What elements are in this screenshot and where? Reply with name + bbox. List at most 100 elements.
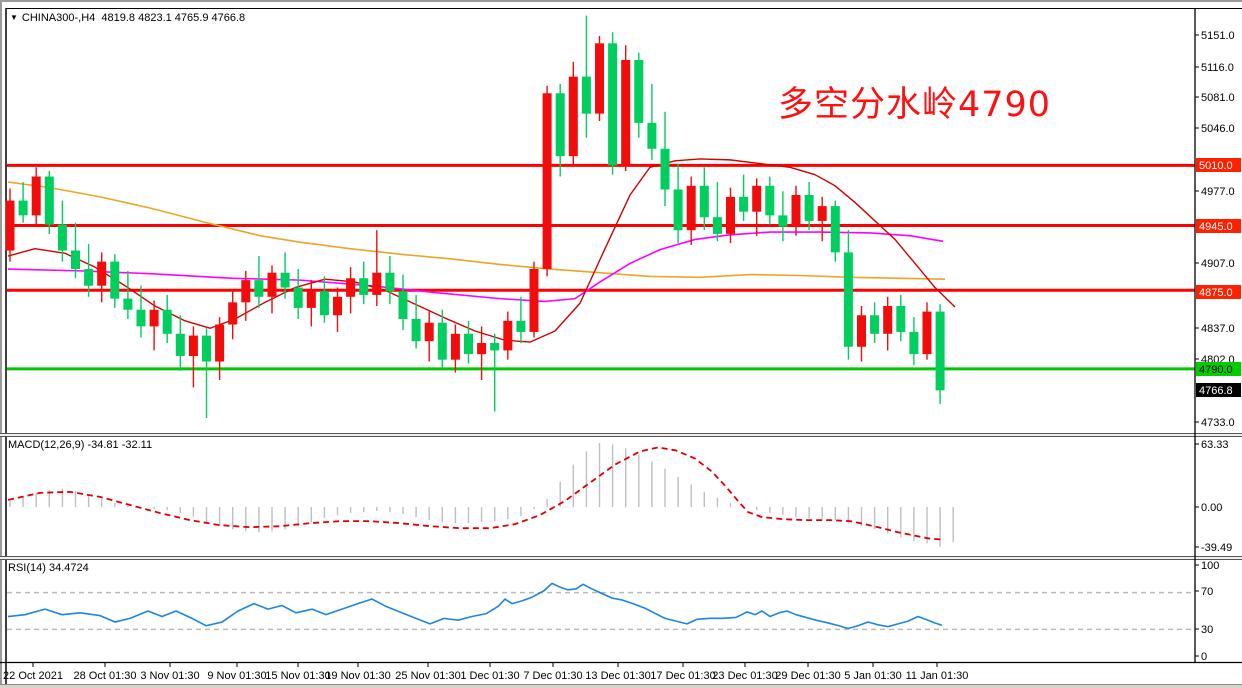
svg-text:5046.0: 5046.0 — [1201, 123, 1235, 135]
ma-fast-line — [7, 158, 956, 343]
rsi-line — [7, 582, 943, 630]
svg-text:17 Dec 01:30: 17 Dec 01:30 — [650, 670, 715, 682]
svg-text:0.00: 0.00 — [1201, 502, 1222, 514]
candle-down — [162, 294, 172, 344]
svg-text:23 Dec 01:30: 23 Dec 01:30 — [712, 670, 777, 682]
candle-up — [149, 300, 159, 351]
svg-text:19 Nov 01:30: 19 Nov 01:30 — [325, 670, 390, 682]
support-resistance-lines[interactable] — [7, 163, 1195, 371]
candle-down — [909, 317, 919, 366]
candle-down — [110, 254, 120, 308]
candle-down — [280, 252, 290, 299]
candle-down — [437, 309, 447, 369]
candle-down — [464, 320, 473, 364]
candle-down — [84, 244, 94, 297]
candle-down — [516, 296, 526, 344]
candle-down — [293, 269, 303, 319]
candle-down — [359, 261, 369, 305]
price-line-label-4790.0: 4790.0 — [1196, 362, 1241, 376]
candle-down — [44, 170, 54, 234]
candle-up — [424, 311, 434, 362]
candle-down — [870, 302, 880, 344]
candle-down — [647, 84, 657, 160]
svg-text:5151.0: 5151.0 — [1201, 30, 1235, 42]
candle-down — [608, 32, 618, 175]
svg-text:29 Dec 01:30: 29 Dec 01:30 — [775, 670, 840, 682]
panel-dividers[interactable] — [0, 433, 1242, 688]
candle-down — [136, 285, 146, 338]
collapse-indicator-icon[interactable]: ▼ — [10, 13, 18, 22]
candle-down — [123, 270, 133, 319]
svg-text:5010.0: 5010.0 — [1199, 160, 1233, 172]
watershed-annotation-text[interactable]: 多空分水岭4790 — [778, 85, 1052, 125]
price-line-label-4766.8: 4766.8 — [1196, 383, 1241, 397]
candle-down — [71, 222, 80, 279]
candle-up — [450, 324, 460, 373]
candle-up — [267, 265, 277, 314]
candle-down — [411, 294, 421, 349]
svg-text:0: 0 — [1201, 651, 1207, 663]
svg-text:25 Nov 01:30: 25 Nov 01:30 — [395, 670, 460, 682]
svg-text:4733.0: 4733.0 — [1201, 417, 1235, 429]
svg-text:11 Jan 01:30: 11 Jan 01:30 — [906, 670, 969, 682]
time-axis[interactable]: 22 Oct 2021 28 Oct 01:30 3 Nov 01:30 9 Nov … — [3, 663, 968, 682]
svg-text:22 Oct 2021: 22 Oct 2021 — [3, 670, 63, 682]
candle-down — [18, 182, 28, 223]
price-line-label-4875.0: 4875.0 — [1196, 285, 1241, 299]
svg-text:4837.0: 4837.0 — [1201, 323, 1235, 335]
candle-down — [555, 84, 565, 177]
candle-up — [333, 287, 342, 332]
candle-up — [372, 230, 382, 307]
candle-up — [542, 85, 552, 277]
candle-up — [621, 45, 631, 171]
price-axis[interactable]: 5151.0 5116.0 5081.0 5046.0 4977.0 4907.0 4837… — [1194, 8, 1241, 663]
svg-text:5116.0: 5116.0 — [1201, 62, 1234, 74]
svg-text:3 Nov 01:30: 3 Nov 01:30 — [140, 670, 199, 682]
candle-up — [228, 291, 238, 340]
svg-text:100: 100 — [1201, 560, 1219, 572]
candle-down — [581, 15, 591, 138]
candle-down — [319, 276, 329, 323]
ohlc-values-label: 4819.8 4823.1 4765.9 4766.8 — [101, 12, 246, 24]
candle-down — [830, 200, 840, 262]
candle-down — [778, 191, 788, 242]
candle-up — [215, 317, 225, 381]
candle-up — [503, 311, 513, 360]
svg-text:4790.0: 4790.0 — [1199, 364, 1233, 376]
svg-text:7 Dec 01:30: 7 Dec 01:30 — [523, 670, 582, 682]
candle-down — [843, 230, 853, 360]
candle-down — [398, 274, 408, 331]
candle-down — [712, 182, 722, 242]
candle-up — [857, 306, 866, 362]
macd-histogram — [9, 443, 954, 547]
svg-text:13 Dec 01:30: 13 Dec 01:30 — [585, 670, 650, 682]
candle-up — [595, 35, 604, 122]
price-line-label-4945.0: 4945.0 — [1196, 219, 1241, 233]
candle-up — [31, 167, 41, 225]
svg-text:63.33: 63.33 — [1201, 439, 1229, 451]
candle-up — [568, 61, 578, 166]
candle-up — [752, 178, 762, 236]
candle-down — [935, 304, 945, 405]
candle-up — [97, 252, 107, 303]
svg-text:9 Nov 01:30: 9 Nov 01:30 — [207, 670, 266, 682]
candle-up — [817, 196, 827, 242]
ma-slow-line — [7, 181, 946, 280]
candle-up — [726, 187, 735, 244]
svg-text:5 Jan 01:30: 5 Jan 01:30 — [844, 670, 902, 682]
chart-title: ▼ CHINA300-,H4 4819.8 4823.1 4765.9 4766.… — [10, 12, 245, 24]
svg-text:5081.0: 5081.0 — [1201, 92, 1235, 104]
candle-up — [529, 261, 539, 338]
candle-down — [490, 333, 500, 412]
svg-text:4875.0: 4875.0 — [1199, 287, 1233, 299]
candle-down — [254, 256, 264, 308]
candle-up — [883, 296, 893, 351]
candle-down — [896, 294, 906, 342]
svg-text:4907.0: 4907.0 — [1201, 258, 1235, 270]
candle-down — [699, 167, 709, 231]
candle-up — [188, 326, 198, 388]
macd-indicator-label: MACD(12,26,9) -34.81 -32.11 — [8, 439, 153, 451]
